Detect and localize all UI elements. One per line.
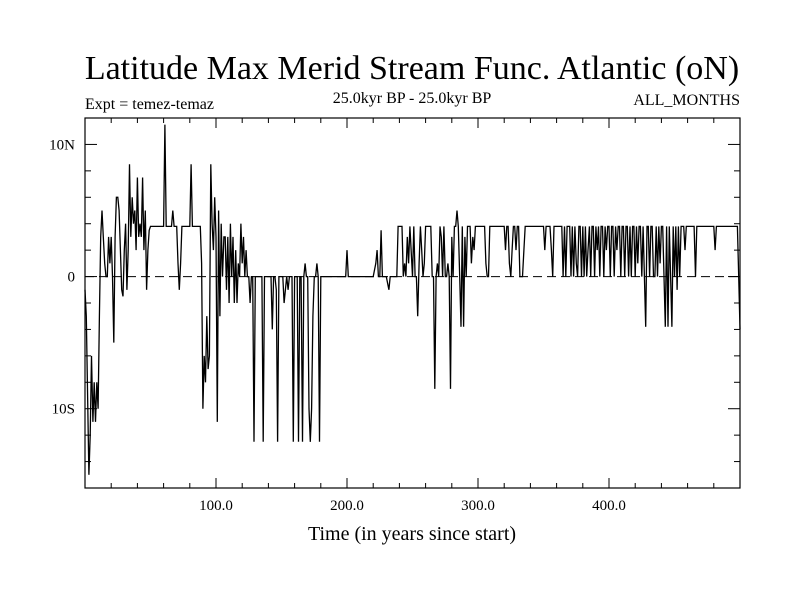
x-tick-label: 200.0 (330, 498, 364, 514)
x-tick-label: 100.0 (199, 498, 233, 514)
chart-title: Latitude Max Merid Stream Func. Atlantic… (85, 50, 739, 87)
y-tick-label: 10N (49, 137, 75, 153)
series-line (84, 124, 741, 475)
plot-area: 100.0 200.0 300.0 400.0 10N 0 10S (49, 117, 741, 514)
plot-frame (84, 117, 741, 489)
y-tick-label: 0 (68, 270, 76, 286)
y-tick-label: 10S (52, 402, 75, 418)
x-tick-label: 400.0 (592, 498, 626, 514)
subtitle-center: 25.0kyr BP - 25.0kyr BP (333, 90, 492, 107)
x-axis-label: Time (in years since start) (308, 523, 516, 545)
subtitle-left: Expt = temez-temaz (85, 96, 214, 113)
subtitle-right: ALL_MONTHS (633, 92, 740, 109)
x-tick-label: 300.0 (461, 498, 495, 514)
